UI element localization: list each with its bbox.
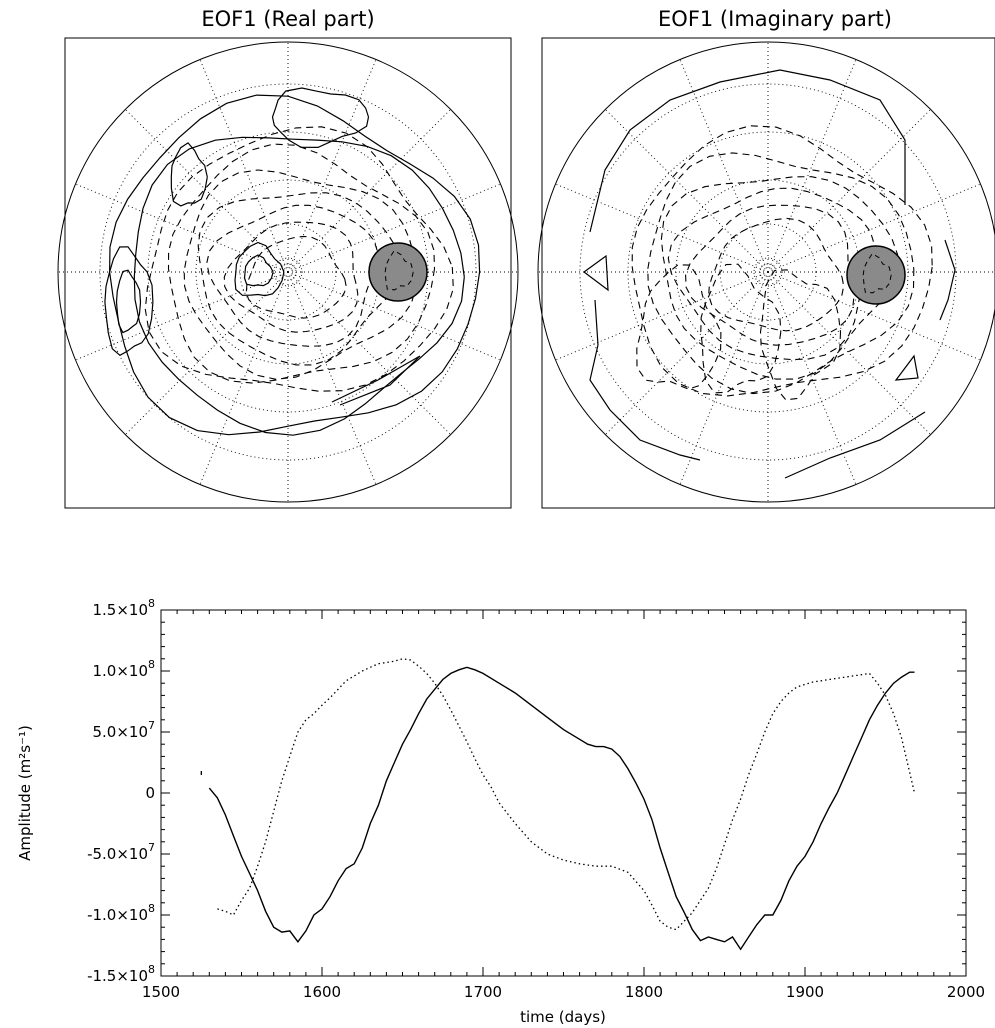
negative-contour bbox=[660, 176, 899, 380]
panel-frame-real bbox=[64, 37, 512, 509]
x-tick-labels: 1500 1600 1700 1800 1900 2000 bbox=[142, 983, 985, 1001]
x-tick-label: 1800 bbox=[625, 983, 663, 1001]
center-contour bbox=[759, 263, 777, 281]
negative-contour bbox=[667, 187, 876, 361]
panel-frame-imag bbox=[541, 37, 995, 509]
marker-disc bbox=[368, 242, 428, 302]
marker-disc bbox=[846, 245, 906, 305]
x-tick-label: 1600 bbox=[303, 983, 341, 1001]
positive-contour bbox=[589, 299, 701, 461]
x-tick-label: 1700 bbox=[464, 983, 502, 1001]
negative-contour bbox=[759, 269, 842, 401]
y-tick-label: -1.5×108 bbox=[87, 963, 155, 985]
negative-contour bbox=[708, 217, 845, 332]
negative-contour bbox=[245, 235, 347, 319]
y-tick-label: 5.0×107 bbox=[92, 719, 155, 741]
positive-contour bbox=[133, 136, 465, 436]
map-boundary bbox=[537, 41, 995, 503]
negative-contour bbox=[636, 264, 722, 390]
negative-contour bbox=[631, 125, 933, 397]
plot-frame bbox=[160, 609, 967, 977]
amplitude-chart: 1500 1600 1700 1800 1900 2000 1.5×108 1.0×108 5… bbox=[16, 597, 985, 1026]
meridian-line bbox=[767, 59, 857, 273]
latitude-line bbox=[273, 257, 303, 287]
meridian-line bbox=[199, 59, 289, 273]
map-panel-imag: EOF1 (Imaginary part) bbox=[537, 7, 995, 509]
y-tick-label: 1.5×108 bbox=[92, 597, 155, 619]
meridian-line bbox=[767, 271, 857, 485]
y-axis-label: Amplitude (m²s⁻¹) bbox=[16, 725, 34, 861]
y-tick-label: -5.0×107 bbox=[87, 841, 155, 863]
positive-contour bbox=[784, 411, 926, 479]
positive-contour bbox=[582, 254, 609, 292]
center-contour bbox=[279, 263, 297, 281]
latitude-line bbox=[753, 257, 783, 287]
panel-title-real: EOF1 (Real part) bbox=[201, 7, 374, 31]
positive-contour bbox=[234, 241, 285, 297]
negative-contour bbox=[144, 126, 454, 392]
marker-contour bbox=[862, 253, 892, 294]
map-boundary bbox=[57, 41, 519, 503]
negative-contour bbox=[183, 169, 417, 380]
y-tick-label: 0 bbox=[145, 784, 155, 802]
positive-contour bbox=[115, 269, 142, 334]
y-tick-label: -1.0×108 bbox=[87, 902, 155, 924]
map-panel-real: EOF1 (Real part) bbox=[57, 7, 519, 509]
series-solid-line bbox=[208, 666, 915, 951]
meridian-line bbox=[287, 59, 377, 273]
positive-contour bbox=[894, 354, 919, 381]
polar-map-imag bbox=[537, 41, 995, 503]
negative-contour bbox=[685, 204, 855, 346]
polar-map-real bbox=[57, 41, 519, 503]
y-tick-label: 1.0×108 bbox=[92, 658, 155, 680]
positive-contour bbox=[104, 246, 154, 357]
positive-contour bbox=[271, 87, 370, 149]
x-tick-label: 1900 bbox=[786, 983, 824, 1001]
positive-contour bbox=[939, 239, 956, 321]
negative-contour bbox=[206, 204, 379, 347]
marker-contour bbox=[384, 250, 414, 291]
negative-contour bbox=[197, 192, 401, 366]
positive-contour bbox=[589, 69, 906, 233]
positive-contour bbox=[243, 254, 274, 287]
negative-contour bbox=[223, 221, 359, 333]
positive-contour bbox=[331, 355, 421, 406]
series-lines bbox=[200, 658, 916, 951]
negative-contour bbox=[700, 263, 782, 394]
y-tick-labels: 1.5×108 1.0×108 5.0×107 0 -5.0×107 -1.0×108 -1… bbox=[87, 597, 155, 985]
x-tick-label: 2000 bbox=[947, 983, 985, 1001]
positive-contour bbox=[170, 142, 208, 207]
series-dotted-line bbox=[217, 658, 916, 931]
negative-contour bbox=[167, 143, 436, 384]
meridian-line bbox=[75, 183, 289, 273]
meridian-line bbox=[287, 271, 377, 485]
panel-title-imag: EOF1 (Imaginary part) bbox=[658, 7, 892, 31]
meridian-line bbox=[555, 183, 769, 273]
meridian-line bbox=[679, 271, 769, 485]
meridian-line bbox=[199, 271, 289, 485]
x-tick-label: 1500 bbox=[142, 983, 180, 1001]
x-axis-label: time (days) bbox=[520, 1008, 606, 1026]
negative-contour bbox=[647, 152, 915, 395]
meridian-line bbox=[287, 109, 451, 273]
axis-ticks bbox=[160, 609, 967, 977]
meridian-line bbox=[555, 271, 769, 361]
